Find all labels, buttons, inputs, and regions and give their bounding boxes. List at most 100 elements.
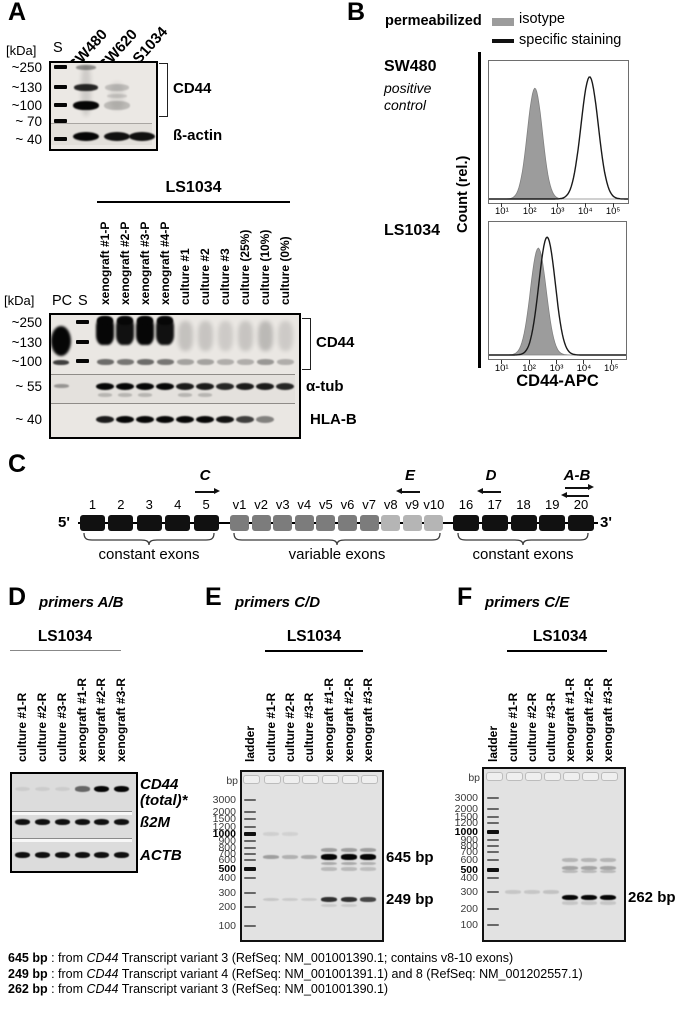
- exon-box: [402, 515, 422, 531]
- blot-band: [244, 852, 256, 856]
- target-tub-blot2: α-tub: [306, 378, 344, 395]
- blot-band: [321, 903, 337, 907]
- panel-c-label: C: [8, 450, 27, 478]
- lane-label: xenograft #2-R: [581, 677, 596, 762]
- blot-band: [236, 382, 254, 390]
- sample-note-line2: control: [384, 97, 427, 113]
- panel-b-label: B: [347, 0, 366, 26]
- footnote-line-1: 645 bp : from CD44 Transcript variant 3 …: [8, 951, 583, 967]
- specific-staining-curve: [489, 76, 628, 200]
- blot-band: [562, 901, 578, 905]
- underbrace-path: [233, 532, 441, 546]
- blot-band: [196, 415, 214, 423]
- blot-band: [256, 415, 274, 423]
- blot-band: [244, 891, 256, 895]
- count-axis-line: [478, 52, 481, 368]
- bp-label: 400: [218, 871, 236, 884]
- blot-band: [104, 131, 130, 141]
- blot-band: [137, 315, 153, 325]
- blot-band: [487, 830, 499, 834]
- blot-band: [54, 786, 70, 792]
- exon-label: 18: [516, 497, 531, 512]
- footnote-sep: : from: [47, 951, 87, 965]
- isotype-swatch-icon: [492, 18, 514, 26]
- product-size-label: 249 bp: [386, 890, 434, 908]
- blot-band: [244, 846, 256, 850]
- blot-band: [14, 852, 30, 858]
- tick-label: 10²: [522, 206, 537, 217]
- panel-d-label: D: [8, 583, 27, 611]
- group-constant-2: constant exons: [472, 546, 574, 563]
- blot-band: [176, 382, 194, 390]
- footnote-sep: : from: [47, 966, 87, 981]
- exon-box: [108, 515, 134, 531]
- lane-label: culture #3-R: [543, 692, 558, 762]
- panel-f-label: F: [457, 583, 473, 611]
- blot-band: [53, 85, 67, 89]
- kda-label: ~100: [11, 97, 42, 113]
- lane-label: culture #3: [217, 248, 232, 305]
- blot-band: [53, 359, 69, 365]
- exon-box: [539, 515, 566, 531]
- blot-band: [321, 896, 337, 902]
- blot-band: [244, 817, 256, 821]
- bp-header-f: bp: [468, 772, 480, 784]
- blot-band: [600, 865, 616, 870]
- footnote-rest: Transcript variant 3 (RefSeq: NM_0010013…: [118, 951, 514, 965]
- tick-label: 10¹: [495, 206, 509, 217]
- blot-band: [581, 858, 597, 862]
- blot-band: [543, 890, 559, 894]
- lane-label: culture #1-R: [14, 692, 29, 762]
- blot-band: [156, 359, 174, 365]
- tick-mark: [584, 203, 586, 207]
- blot-band: [341, 896, 357, 902]
- blot-band: [487, 807, 499, 811]
- blot-band: [116, 415, 134, 423]
- blot-band: [360, 897, 376, 902]
- bp-label: 900: [218, 834, 236, 847]
- blot-band: [360, 867, 376, 871]
- tick-label: 10¹: [494, 363, 509, 374]
- blot-band: [105, 83, 129, 91]
- exon-box: [294, 515, 314, 531]
- blot-band: [177, 321, 193, 351]
- blot-band: [487, 858, 499, 862]
- target-hla-blot2: HLA-B: [310, 411, 357, 428]
- blot2-divider-2: [51, 403, 295, 404]
- blot-band: [237, 321, 253, 351]
- blot-band: [54, 852, 70, 858]
- kda-label: ~100: [11, 353, 42, 369]
- target-actin-blot1: ß-actin: [173, 127, 223, 144]
- gel-well: [562, 772, 580, 781]
- blot-band: [74, 852, 90, 858]
- exon-label: 20: [573, 497, 589, 512]
- gel-well: [581, 772, 599, 781]
- exon-box: [80, 515, 105, 531]
- blot-band: [176, 359, 194, 365]
- exon-label: 4: [174, 497, 182, 512]
- blot-band: [34, 786, 50, 792]
- blot-band: [360, 854, 376, 860]
- blot-band: [600, 894, 616, 901]
- footnote-size: 262 bp: [8, 982, 48, 996]
- exon-box: [136, 515, 162, 531]
- target-cd44-blot1: CD44: [173, 80, 212, 97]
- exon-label: 2: [117, 497, 125, 512]
- blot-band: [98, 393, 112, 397]
- blot-band: [93, 819, 109, 825]
- blot-band: [341, 848, 357, 853]
- histogram-curves: [489, 76, 628, 200]
- blot-band: [581, 869, 597, 874]
- lane-label: culture #3-R: [54, 692, 69, 762]
- gene-cd44: CD44: [140, 776, 179, 793]
- blot-band: [524, 890, 540, 894]
- gel-f: [482, 767, 626, 942]
- blot-band: [14, 786, 30, 792]
- histogram-curves: [489, 236, 626, 356]
- bp-label: 3000: [212, 793, 236, 806]
- pc-lane-label: PC: [52, 293, 73, 309]
- blot-band: [236, 359, 254, 365]
- blot-band: [136, 415, 154, 423]
- lane-label: ladder: [242, 725, 257, 762]
